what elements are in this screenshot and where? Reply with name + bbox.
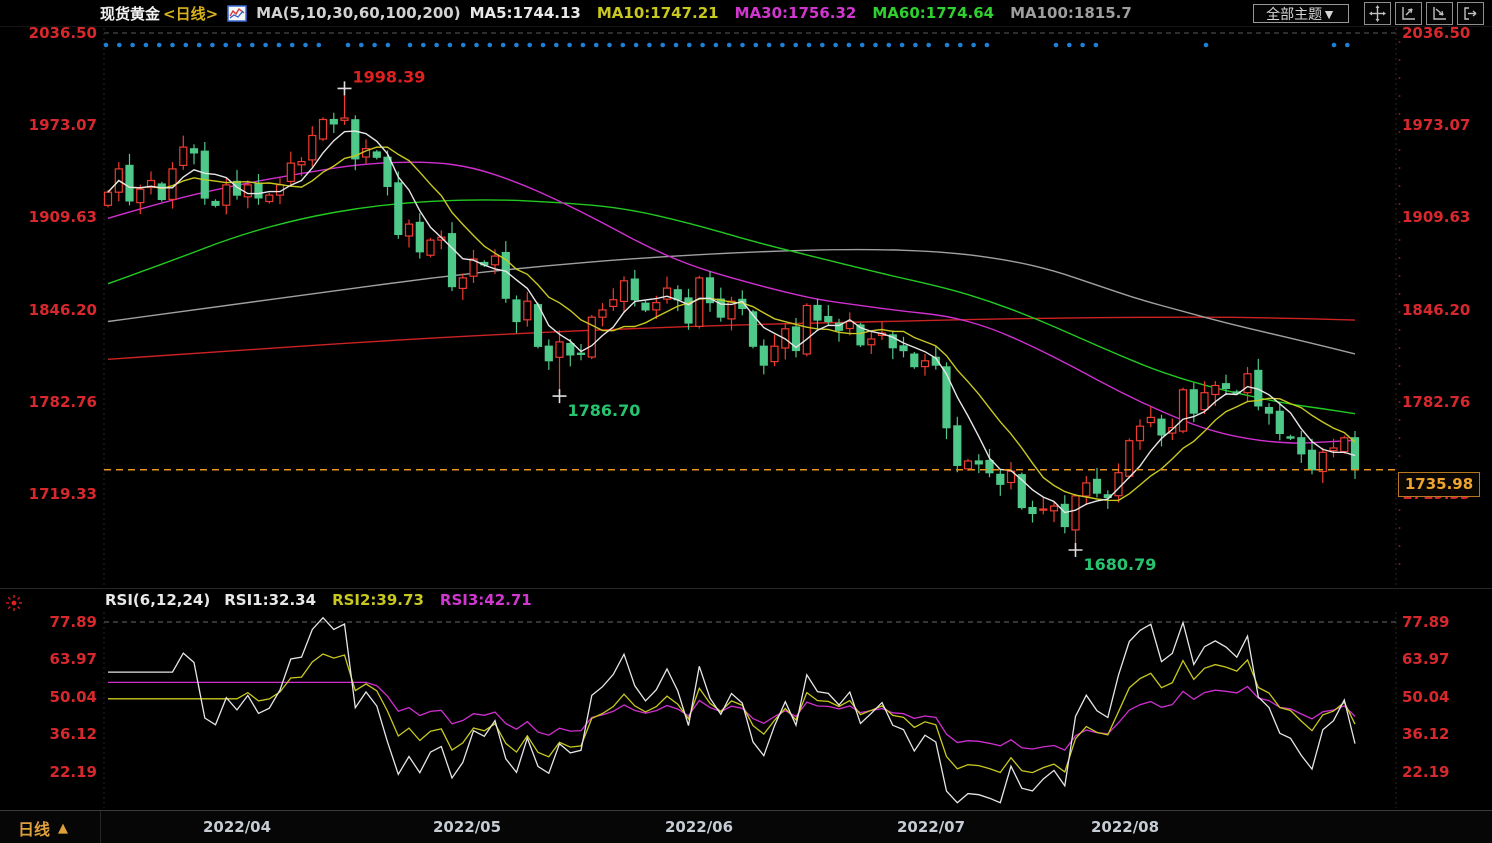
time-axis-label: 2022/04 — [202, 818, 272, 836]
bottom-status-bar: 日线 ▲ 2022/04 2022/05 2022/06 2022/07 2022/08 — [0, 810, 1492, 843]
price-axis-label: 2036.50 — [1402, 24, 1471, 42]
price-axis-label: 1973.07 — [28, 116, 97, 135]
ma-line-MA5 — [107, 130, 1356, 514]
price-axis-label: 2036.50 — [28, 24, 97, 42]
rsi2-line — [108, 653, 1356, 774]
chevron-up-icon: ▲ — [58, 820, 69, 836]
ma-readout: MA60:1774.64 — [872, 4, 995, 22]
price-axis-label: 1719.33 — [28, 485, 97, 503]
ma-line-MA10 — [107, 146, 1356, 502]
ma-readout: MA30:1756.32 — [734, 4, 857, 22]
ma-readout: MA10:1747.21 — [596, 4, 719, 22]
ma-line-MA60 — [107, 199, 1356, 415]
symbol-name: 现货黄金 — [100, 4, 161, 23]
current-price-tag: 1735.98 — [1398, 471, 1480, 497]
ma-line-MA30 — [107, 161, 1356, 444]
annotation-layer: 1998.39 1786.70 1680.79 — [337, 67, 1157, 574]
period-selector[interactable]: 日线 ▲ — [18, 816, 68, 840]
exit-right-icon[interactable] — [1457, 1, 1484, 25]
extreme-price-label: 1998.39 — [353, 67, 426, 86]
alert-dot-row — [103, 42, 1350, 48]
ma-line-MA100 — [107, 248, 1356, 355]
time-axis-label: 2022/05 — [432, 818, 502, 836]
short-ma-layer — [107, 130, 1356, 514]
period-label: 日线 — [18, 820, 51, 839]
time-axis-label: 2022/07 — [896, 818, 966, 836]
price-axis-label: 50.04 — [49, 688, 97, 706]
price-axis-label: 1973.07 — [1402, 116, 1471, 135]
alert-icon[interactable] — [4, 593, 24, 613]
time-axis-label: 2022/06 — [664, 818, 734, 836]
chart-header-bar: 现货黄金 <日线> MA(5,10,30,60,100,200) MA5:174… — [0, 0, 1492, 27]
price-axis-label: 50.04 — [1402, 688, 1450, 706]
divider — [100, 811, 101, 843]
rsi3-line — [108, 681, 1356, 751]
price-axis-label: 1782.76 — [1402, 392, 1471, 411]
axis-scale-right-icon[interactable] — [1426, 1, 1453, 25]
price-axis-label: 77.89 — [1402, 613, 1450, 631]
extreme-price-label: 1680.79 — [1084, 555, 1157, 574]
rsi-readout: RSI3:42.71 — [439, 591, 532, 609]
time-axis-label: 2022/08 — [1090, 818, 1160, 836]
rsi-readouts: RSI1:32.34 RSI2:39.73 RSI3:42.71 — [224, 591, 531, 609]
price-axis-label: 36.12 — [1402, 725, 1450, 744]
price-axis-label: 63.97 — [1402, 650, 1450, 669]
price-axis-label: 22.19 — [49, 763, 97, 781]
grid-layer — [0, 28, 1492, 815]
price-axis-label: 22.19 — [1402, 763, 1450, 781]
candles-layer — [103, 88, 1360, 550]
axis-scale-left-icon[interactable] — [1395, 1, 1422, 25]
price-axis-label: 1909.63 — [28, 208, 97, 227]
ma-readout: MA100:1815.7 — [1010, 4, 1132, 22]
extreme-price-label: 1786.70 — [568, 401, 641, 420]
price-axis-label: 63.97 — [49, 650, 97, 669]
ma-readout: MA5:1744.13 — [469, 4, 581, 22]
price-axis-label: 1782.76 — [28, 392, 97, 411]
period-tag: <日线> — [163, 4, 219, 23]
price-axis-label: 77.89 — [49, 613, 97, 631]
chart-toolbar — [1364, 1, 1484, 25]
rsi1-line — [108, 616, 1356, 804]
rsi-readout: RSI1:32.34 — [224, 591, 317, 609]
rsi-panel-layer — [104, 616, 1396, 804]
all-themes-button[interactable]: 全部主题▼ — [1253, 3, 1349, 23]
ma-readouts: MA5:1744.13 MA10:1747.21 MA30:1756.32 MA60:… — [470, 4, 1132, 22]
rsi-indicator-header: RSI(6,12,24) RSI1:32.34 RSI2:39.73 RSI3:42… — [105, 591, 532, 609]
rsi-parameter-label: RSI(6,12,24) — [105, 591, 211, 609]
price-axis-label: 1846.20 — [28, 300, 97, 319]
pan-icon[interactable] — [1364, 1, 1391, 25]
price-axis-label: 36.12 — [49, 725, 97, 744]
price-axis-label: 1846.20 — [1402, 300, 1471, 319]
price-axis-label: 1909.63 — [1402, 208, 1471, 227]
rsi-readout: RSI2:39.73 — [332, 591, 424, 609]
ma-line-MA200 — [107, 316, 1356, 360]
ma-parameter-label: MA(5,10,30,60,100,200) — [256, 4, 461, 22]
ma-lines-layer — [107, 161, 1356, 444]
kline-chart-icon[interactable] — [227, 4, 247, 22]
